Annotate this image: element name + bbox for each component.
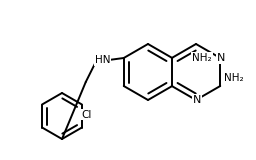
Text: N: N: [193, 95, 201, 105]
Text: NH₂: NH₂: [225, 73, 244, 83]
Text: NH₂: NH₂: [192, 53, 212, 63]
Text: Cl: Cl: [82, 109, 92, 120]
Text: N: N: [217, 53, 226, 63]
Text: HN: HN: [95, 55, 111, 65]
